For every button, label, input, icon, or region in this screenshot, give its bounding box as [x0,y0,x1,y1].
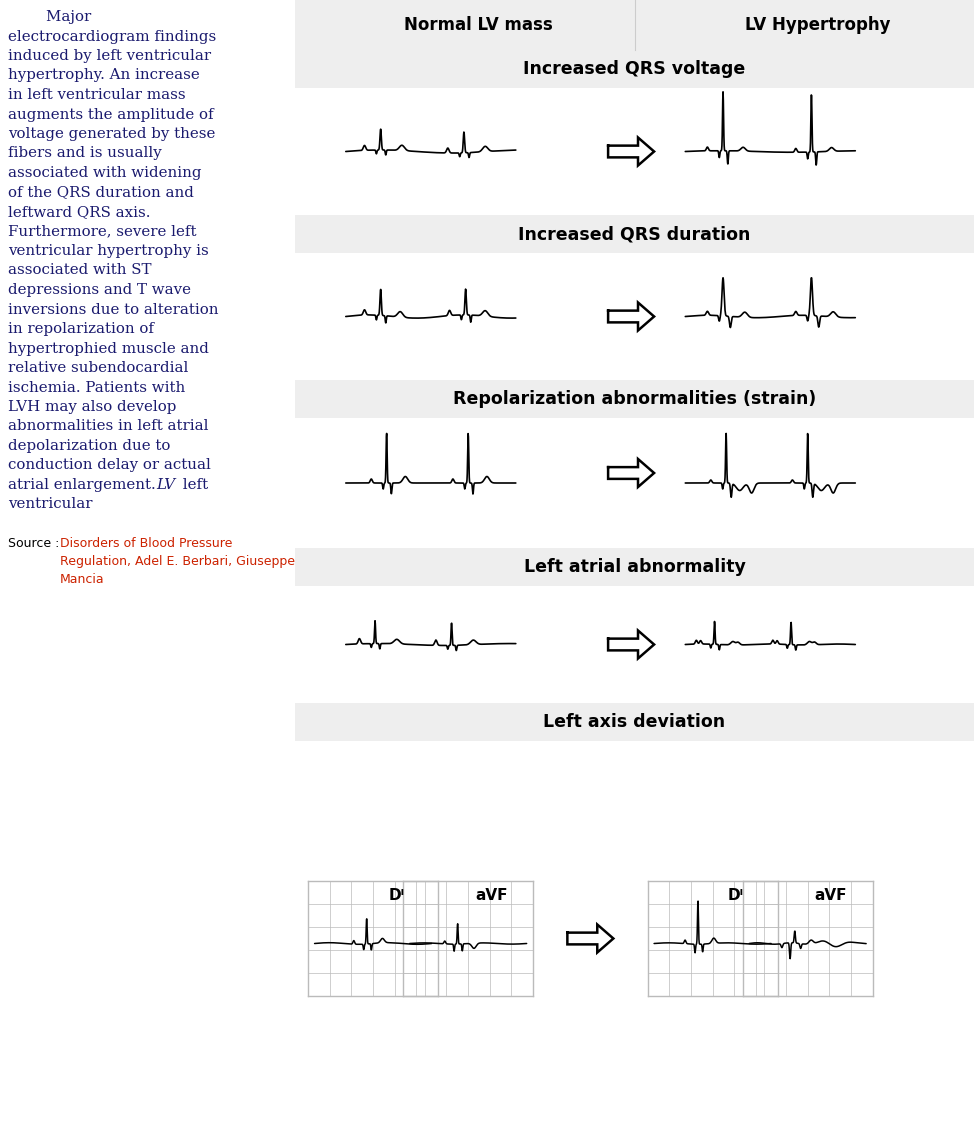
Text: Increased QRS duration: Increased QRS duration [518,225,751,243]
Text: atrial enlargement.: atrial enlargement. [8,478,161,492]
Text: voltage generated by these: voltage generated by these [8,127,215,141]
Text: Increased QRS voltage: Increased QRS voltage [523,60,746,78]
Text: Left atrial abnormality: Left atrial abnormality [524,558,745,576]
Text: conduction delay or actual: conduction delay or actual [8,459,211,473]
Text: associated with ST: associated with ST [8,264,152,277]
Text: Dᴵ: Dᴵ [389,888,404,903]
Bar [295,381,974,418]
Text: Disorders of Blood Pressure
Regulation, Adel E. Berbari, Giuseppe
Mancia: Disorders of Blood Pressure Regulation, … [60,537,295,586]
Text: aVF: aVF [475,888,507,903]
Text: left: left [178,478,208,492]
Text: associated with widening: associated with widening [8,166,202,179]
Text: Left axis deviation: Left axis deviation [543,713,726,730]
Text: LV Hypertrophy: LV Hypertrophy [745,16,890,34]
Text: in left ventricular mass: in left ventricular mass [8,87,186,102]
Text: depolarization due to: depolarization due to [8,438,170,453]
Bar [295,0,974,50]
Bar [295,548,974,586]
Text: LVH may also develop: LVH may also develop [8,400,176,414]
Bar [295,215,974,253]
Bar [295,50,974,87]
Bar [295,703,974,741]
Text: abnormalities in left atrial: abnormalities in left atrial [8,419,208,434]
Text: depressions and T wave: depressions and T wave [8,283,191,296]
Text: electrocardiogram findings: electrocardiogram findings [8,30,216,43]
Text: relative subendocardial: relative subendocardial [8,361,188,375]
Text: aVF: aVF [815,888,847,903]
Text: Repolarization abnormalities (strain): Repolarization abnormalities (strain) [453,390,816,408]
Text: ventricular: ventricular [8,498,93,511]
Text: in repolarization of: in repolarization of [8,321,154,336]
Text: LV: LV [156,478,175,492]
Text: Normal LV mass: Normal LV mass [404,16,552,34]
Text: hypertrophy. An increase: hypertrophy. An increase [8,68,200,83]
Text: hypertrophied muscle and: hypertrophied muscle and [8,342,208,356]
Text: ischemia. Patients with: ischemia. Patients with [8,381,185,394]
Text: of the QRS duration and: of the QRS duration and [8,185,194,200]
Text: Major: Major [8,10,92,24]
Text: Furthermore, severe left: Furthermore, severe left [8,225,197,239]
Text: ventricular hypertrophy is: ventricular hypertrophy is [8,244,208,258]
Text: Dᴵ: Dᴵ [728,888,744,903]
Text: induced by left ventricular: induced by left ventricular [8,49,211,62]
Text: Source :: Source : [8,537,63,550]
Text: leftward QRS axis.: leftward QRS axis. [8,204,151,219]
Text: fibers and is usually: fibers and is usually [8,147,162,160]
Text: inversions due to alteration: inversions due to alteration [8,302,218,317]
Text: augments the amplitude of: augments the amplitude of [8,108,213,122]
